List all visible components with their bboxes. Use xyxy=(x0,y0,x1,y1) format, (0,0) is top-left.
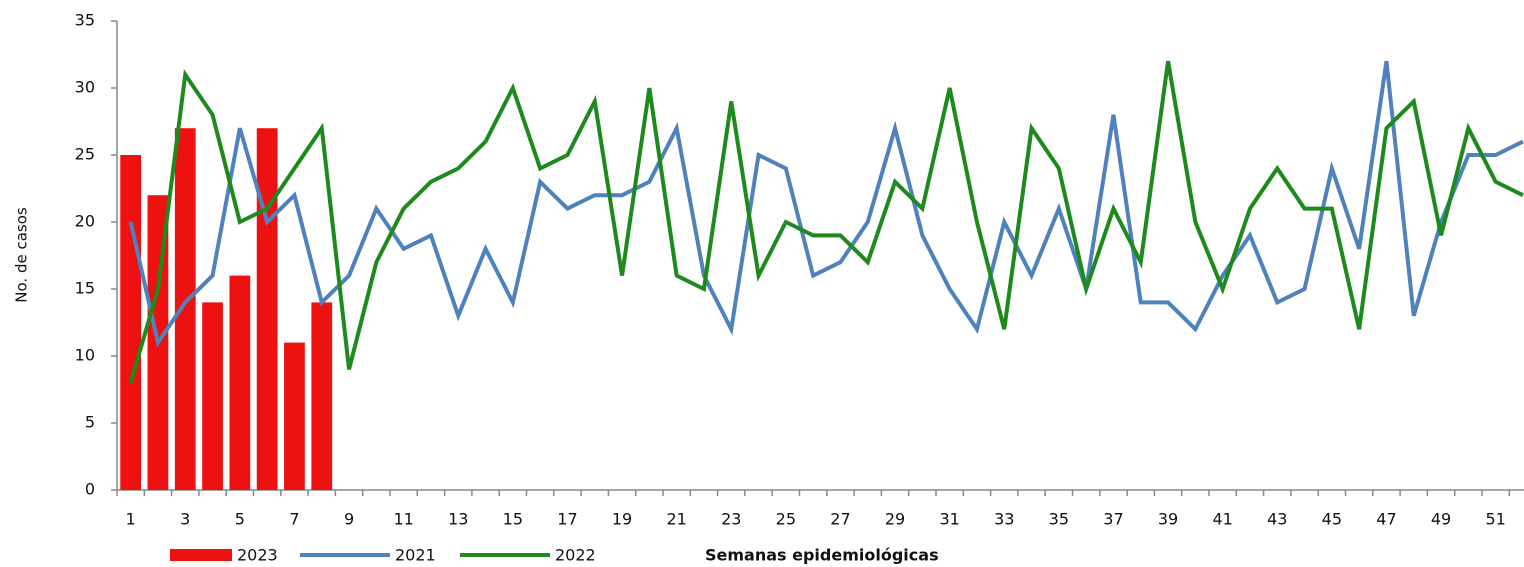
y-tick-label: 0 xyxy=(85,480,95,499)
x-tick-label: 9 xyxy=(344,510,354,529)
legend-label: 2021 xyxy=(395,546,436,565)
legend-label: 2023 xyxy=(237,546,278,565)
line xyxy=(128,60,1524,384)
x-tick-label: 25 xyxy=(776,510,796,529)
x-tick-label: 1 xyxy=(126,510,136,529)
y-tick-label: 10 xyxy=(75,346,95,365)
x-tick-label: 13 xyxy=(448,510,468,529)
bar xyxy=(202,302,223,490)
x-tick-label: 29 xyxy=(885,510,905,529)
bar xyxy=(284,342,305,490)
x-tick-label: 45 xyxy=(1322,510,1342,529)
x-tick-label: 5 xyxy=(235,510,245,529)
x-tick-label: 41 xyxy=(1212,510,1232,529)
x-tick-label: 35 xyxy=(1049,510,1069,529)
bar xyxy=(256,128,278,490)
bar xyxy=(120,155,142,490)
x-tick-label: 11 xyxy=(393,510,413,529)
x-tick-label: 7 xyxy=(289,510,299,529)
x-tick-label: 49 xyxy=(1431,510,1451,529)
x-tick-label: 51 xyxy=(1485,510,1505,529)
legend-swatch xyxy=(170,549,232,561)
y-tick-label: 35 xyxy=(75,11,95,30)
y-tick-label: 25 xyxy=(75,145,95,164)
bar xyxy=(174,128,196,490)
x-tick-label: 21 xyxy=(666,510,686,529)
y-tick-label: 15 xyxy=(75,279,95,298)
bar xyxy=(229,275,251,490)
x-tick-label: 3 xyxy=(180,510,190,529)
line xyxy=(128,60,1524,348)
y-tick-label: 20 xyxy=(75,212,95,231)
x-tick-label: 37 xyxy=(1103,510,1123,529)
x-tick-label: 23 xyxy=(721,510,741,529)
x-tick-label: 31 xyxy=(939,510,959,529)
bar xyxy=(311,302,333,490)
x-tick-label: 39 xyxy=(1158,510,1178,529)
y-axis-title: No. de casos xyxy=(13,207,31,303)
x-axis-title: Semanas epidemiológicas xyxy=(705,546,939,565)
x-tick-label: 17 xyxy=(557,510,577,529)
x-tick-label: 33 xyxy=(994,510,1014,529)
y-tick-label: 30 xyxy=(75,78,95,97)
legend-label: 2022 xyxy=(555,546,596,565)
x-tick-label: 19 xyxy=(612,510,632,529)
x-tick-label: 27 xyxy=(830,510,850,529)
x-tick-label: 15 xyxy=(503,510,523,529)
x-tick-label: 47 xyxy=(1376,510,1396,529)
y-tick-label: 5 xyxy=(85,413,95,432)
x-tick-label: 43 xyxy=(1267,510,1287,529)
